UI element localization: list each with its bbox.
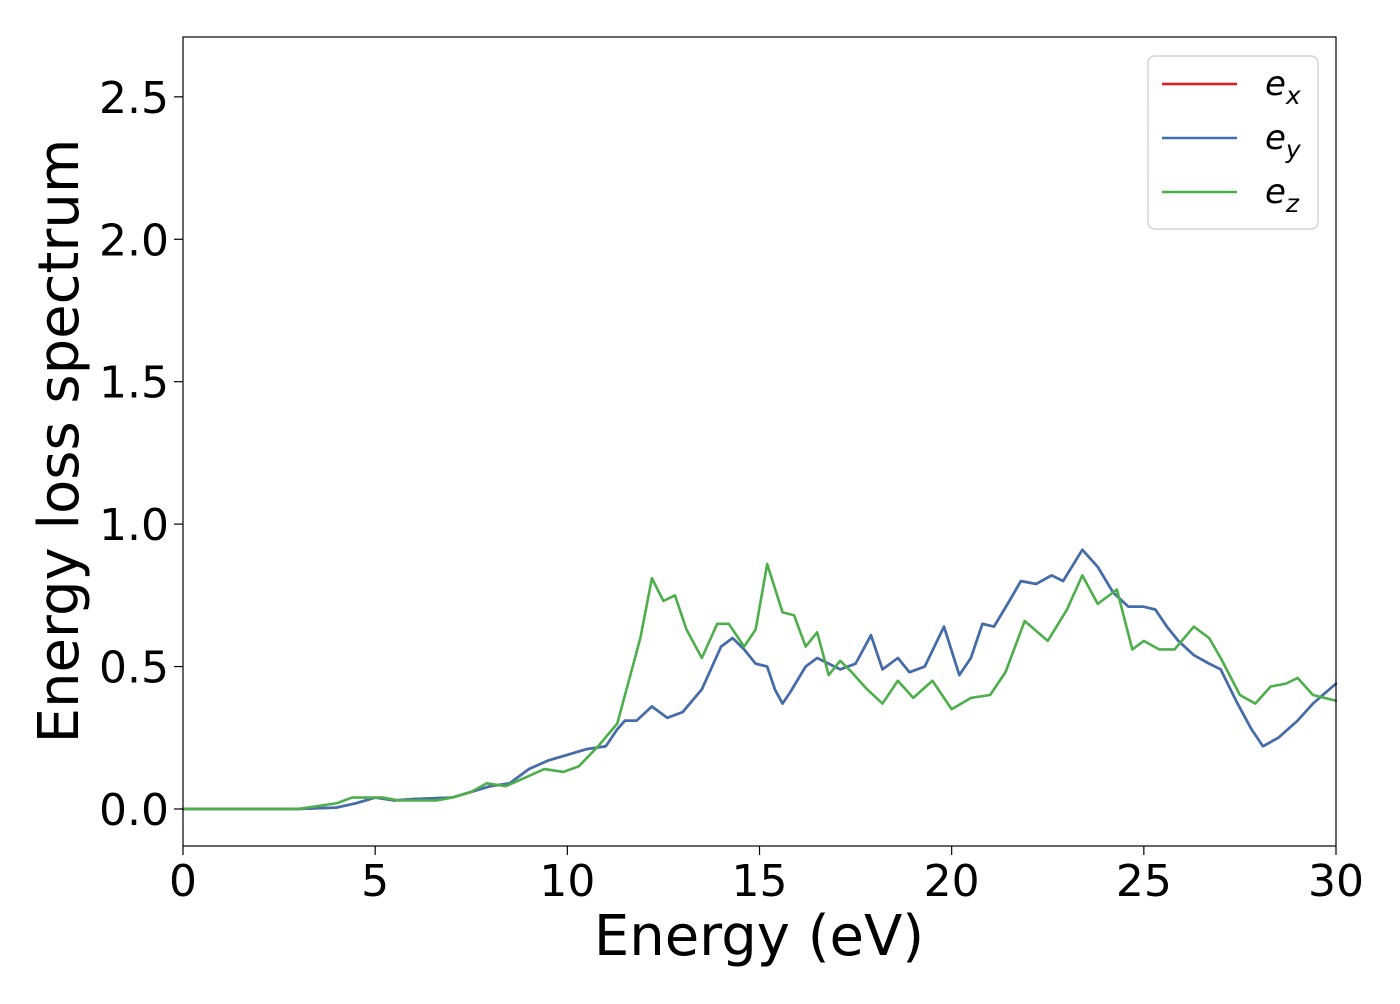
x-axis-label: Energy (eV) (594, 904, 924, 969)
legend: ex ey ez (1147, 55, 1319, 230)
legend-label-x: ex (1265, 64, 1301, 110)
x-axis: 0 5 10 15 20 25 30 (169, 846, 1364, 907)
x-tick-label: 30 (1308, 856, 1364, 907)
y-tick-label: 2.0 (99, 215, 169, 266)
y-tick-label: 2.5 (99, 73, 169, 124)
series-layer (181, 548, 1338, 811)
x-tick-label: 15 (732, 856, 788, 907)
x-tick-label: 10 (539, 856, 595, 907)
y-tick-label: 1.0 (99, 500, 169, 551)
legend-label-z: ez (1265, 172, 1300, 218)
x-tick-label: 0 (169, 856, 197, 907)
series-line-z (181, 562, 1338, 811)
x-tick-label: 5 (361, 856, 389, 907)
y-tick-label: 0.5 (99, 643, 169, 694)
x-tick-label: 20 (924, 856, 980, 907)
y-tick-label: 1.5 (99, 358, 169, 409)
y-tick-label: 0.0 (99, 785, 169, 836)
x-tick-label: 25 (1116, 856, 1172, 907)
y-axis: 0.0 0.5 1.0 1.5 2.0 2.5 (99, 73, 183, 836)
legend-box (1147, 55, 1319, 230)
y-axis-label: Energy loss spectrum (27, 139, 92, 744)
series-line-y (181, 548, 1338, 811)
legend-label-y: ey (1265, 118, 1302, 164)
